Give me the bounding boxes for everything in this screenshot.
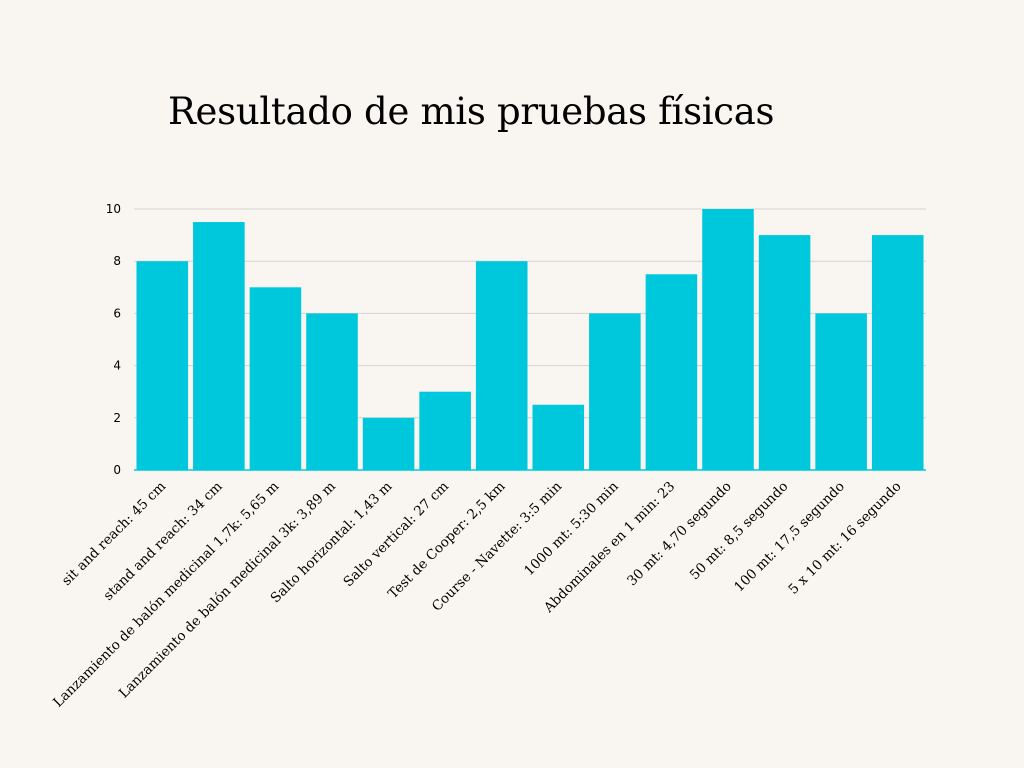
bar (362, 417, 415, 470)
y-tick-label: 10 (106, 202, 121, 216)
x-tick-label: 30 mt: 4,70 segundo (624, 479, 735, 590)
y-tick-label: 4 (113, 359, 121, 373)
bars (136, 209, 924, 470)
y-tick-label: 0 (113, 463, 121, 477)
x-tick-label: Salto vertical: 27 cm (340, 478, 452, 590)
y-tick-label: 6 (113, 306, 121, 320)
x-tick-label: 1000 mt: 5:30 min (521, 478, 622, 579)
bar (419, 391, 471, 470)
bar (193, 222, 245, 470)
x-tick-label: 100 mt: 17,5 segundo (731, 479, 848, 596)
bar (589, 313, 641, 470)
y-tick-label: 2 (113, 411, 121, 425)
bar (249, 287, 302, 470)
chart-title: Resultado de mis pruebas físicas (168, 90, 775, 133)
bar (306, 313, 358, 470)
bar (871, 235, 924, 470)
bar (532, 404, 585, 470)
bar (702, 209, 754, 470)
y-tick-label: 8 (113, 254, 121, 268)
x-tick-label: Lanzamiento de balón medicinal 1,7k: 5,6… (50, 478, 282, 710)
bar (815, 313, 867, 470)
x-tick-label: Lanzamiento de balón medicinal 3k: 3,89 … (116, 478, 339, 701)
y-axis-ticks: 0 2 4 6 8 10 (106, 202, 121, 477)
bar (758, 235, 811, 470)
bar (475, 261, 528, 470)
x-tick-label: Test de Cooper: 2,5 km (385, 478, 509, 602)
x-tick-label: 5 x 10 mt: 16 segundo (785, 479, 904, 598)
bar (136, 261, 189, 470)
bar (645, 274, 698, 470)
x-tick-label: 50 mt: 8,5 segundo (687, 479, 792, 584)
x-tick-label: sit and reach: 45 cm (59, 478, 169, 588)
